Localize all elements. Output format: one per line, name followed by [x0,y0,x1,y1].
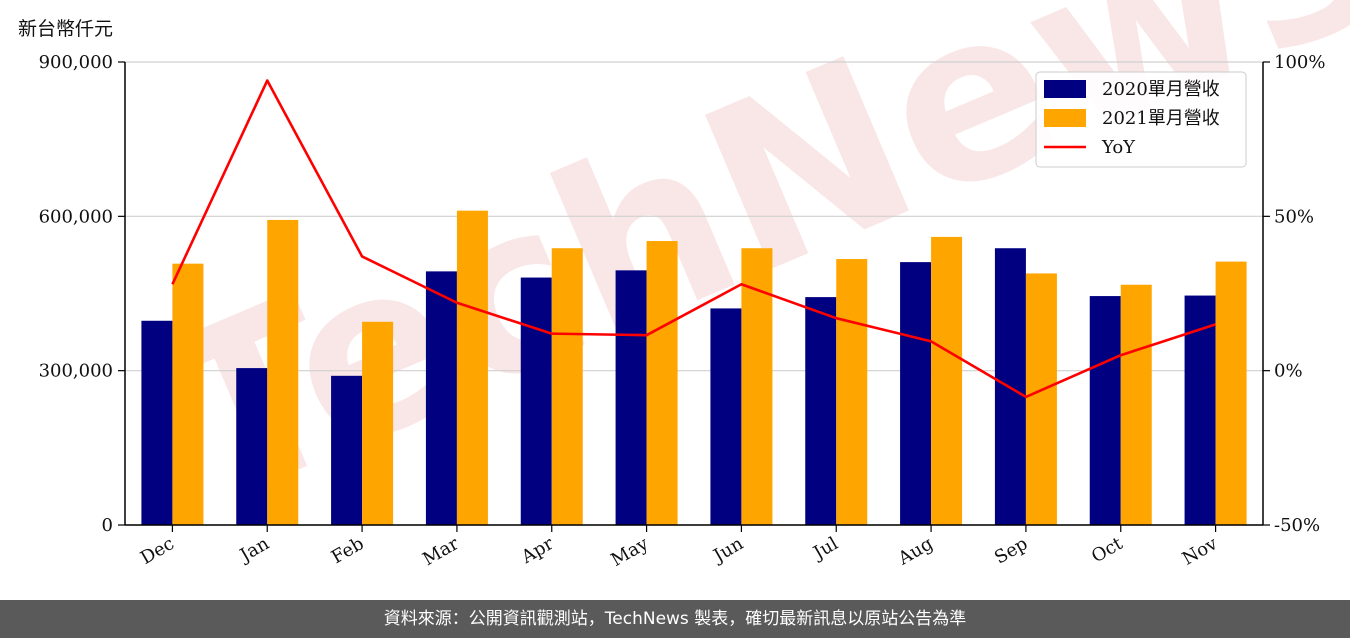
x-tick-label: Jul [808,533,842,565]
bar-2021-sep [1025,273,1057,525]
y-tick-label: 600,000 [39,206,113,227]
y2-tick-label: 0% [1274,361,1303,382]
y-axis-right-ticks: -50% 0% 50% 100% [1263,52,1325,536]
legend-swatch [1044,80,1086,98]
bar-2020-dec [141,320,173,525]
y2-tick-label: 100% [1274,52,1325,73]
x-tick-label: May [608,533,653,571]
y-axis-unit-label: 新台幣仟元 [18,18,114,40]
bar-2020-oct [1089,296,1121,525]
bars-group [141,210,1247,525]
x-tick-label: Apr [517,533,557,568]
x-tick-label: Dec [137,533,178,569]
x-tick-label: Sep [991,533,1031,568]
bar-2020-may [615,270,647,525]
legend-swatch [1044,109,1086,127]
y-tick-label: 0 [102,515,113,536]
legend: 2020單月營收 2021單月營收 YoY [1035,71,1247,168]
bar-2021-apr [551,248,583,525]
bar-2021-jan [267,219,299,525]
yoy-line-group [171,79,1216,399]
legend-label: 2021單月營收 [1102,108,1220,129]
bar-2020-jun [710,308,742,525]
bar-2021-nov [1215,261,1247,525]
x-tick-label: Feb [328,533,368,568]
x-tick-label: Jun [708,533,747,568]
bar-2021-oct [1120,284,1152,525]
bar-2020-jan [236,368,268,525]
source-footer: 資料來源：公開資訊觀測站，TechNews 製表，確切最新訊息以原站公告為準 [0,600,1350,638]
x-tick-label: Mar [419,533,463,570]
legend-box [1035,71,1247,168]
bar-2020-feb [331,375,363,525]
bar-2021-aug [931,236,963,525]
yoy-line [171,79,1216,399]
bar-2021-mar [456,210,488,525]
x-tick-label: Nov [1179,533,1222,570]
bar-2021-may [646,241,678,525]
bar-2021-feb [362,321,394,525]
axes [124,62,1264,526]
y-axis-left-ticks: 0 300,000 600,000 900,000 [39,52,125,536]
bar-2020-aug [900,262,932,525]
y-tick-label: 300,000 [39,361,113,382]
bar-2020-jul [805,297,837,525]
x-tick-label: Oct [1088,533,1127,568]
bar-2020-mar [425,271,457,525]
x-axis-ticks: Dec Jan Feb Mar Apr May Jun Jul Aug Sep Oct Nov [137,525,1222,571]
x-tick-label: Aug [894,533,937,570]
bar-2020-apr [520,277,552,525]
legend-label: 2020單月營收 [1102,79,1220,100]
y2-tick-label: 50% [1274,206,1314,227]
legend-label: YoY [1101,137,1136,158]
y2-tick-label: -50% [1274,515,1320,536]
bar-2021-dec [172,263,204,525]
y-tick-label: 900,000 [39,52,113,73]
bar-2021-jul [836,259,868,525]
